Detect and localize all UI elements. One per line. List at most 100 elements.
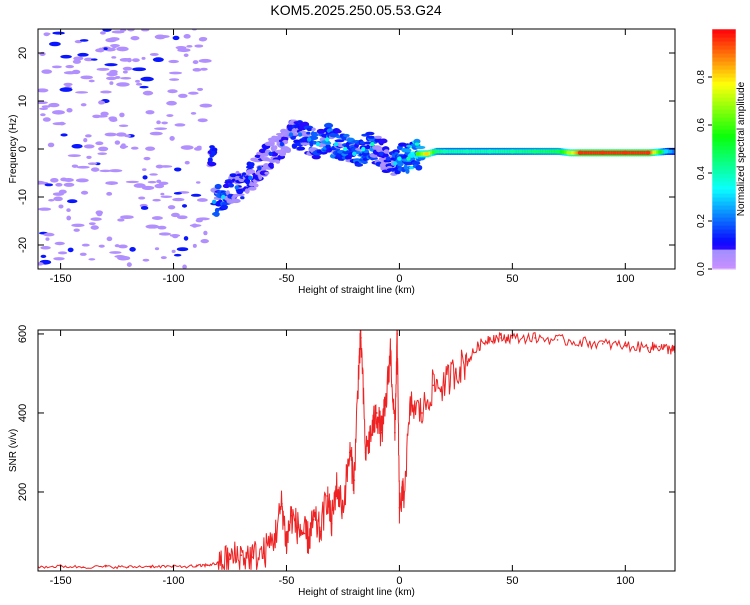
colorbar-segment bbox=[712, 117, 736, 122]
noise-speckle bbox=[90, 167, 100, 172]
colorbar-segment bbox=[712, 161, 736, 166]
spectral-blob bbox=[275, 159, 280, 164]
band-core bbox=[563, 150, 567, 155]
noise-speckle bbox=[171, 249, 176, 253]
noise-speckle bbox=[149, 173, 158, 176]
band-core bbox=[469, 149, 473, 154]
noise-speckle bbox=[52, 192, 65, 196]
noise-speckle bbox=[155, 164, 164, 169]
band-core bbox=[498, 149, 502, 154]
noise-speckle bbox=[65, 65, 74, 69]
trace-point bbox=[343, 146, 348, 152]
trace-point bbox=[288, 132, 294, 137]
band-core bbox=[531, 149, 534, 154]
noise-speckle bbox=[154, 247, 160, 251]
snr-x-tick-label: -100 bbox=[163, 575, 185, 587]
snr-data-point bbox=[274, 534, 276, 537]
noise-speckle bbox=[174, 123, 186, 127]
colorbar-segment bbox=[712, 29, 736, 34]
band-core bbox=[605, 150, 609, 155]
colorbar-segment bbox=[712, 157, 736, 162]
colorbar-segment bbox=[712, 165, 736, 170]
noise-speckle bbox=[132, 58, 140, 63]
noise-speckle bbox=[95, 141, 104, 146]
snr-data-point bbox=[330, 522, 333, 525]
band-core bbox=[636, 150, 639, 155]
noise-speckle bbox=[135, 82, 143, 86]
spectrogram-x-tick-label: 0 bbox=[396, 273, 402, 285]
snr-data-point bbox=[195, 565, 197, 568]
noise-speckle bbox=[109, 81, 114, 85]
noise-speckle bbox=[130, 35, 140, 41]
trace-point bbox=[385, 156, 391, 161]
noise-speckle bbox=[55, 182, 63, 187]
band-core bbox=[609, 150, 612, 155]
noise-speckle bbox=[111, 44, 118, 49]
colorbar-segment bbox=[712, 93, 736, 98]
trace-point bbox=[623, 150, 628, 156]
noise-speckle bbox=[145, 224, 160, 229]
noise-speckle bbox=[88, 79, 95, 83]
colorbar-segment bbox=[712, 129, 736, 134]
noise-speckle bbox=[40, 113, 46, 117]
noise-speckle bbox=[158, 232, 172, 236]
noise-speckle bbox=[60, 133, 68, 137]
snr-data-point bbox=[488, 337, 491, 339]
spectral-blob bbox=[240, 196, 245, 200]
spectral-blob bbox=[334, 129, 342, 134]
noise-speckle bbox=[63, 178, 74, 182]
band-core bbox=[621, 150, 625, 155]
spectral-blob bbox=[247, 186, 257, 191]
snr-data-point bbox=[477, 345, 480, 347]
noise-speckle bbox=[171, 212, 180, 218]
colorbar-segment bbox=[712, 77, 736, 82]
band-core bbox=[538, 149, 542, 154]
noise-speckle bbox=[109, 251, 122, 254]
noise-speckle bbox=[183, 34, 191, 39]
noise-speckle bbox=[41, 105, 51, 108]
band-core bbox=[457, 149, 460, 154]
noise-speckle bbox=[50, 177, 59, 183]
snr-data-point bbox=[389, 348, 392, 351]
snr-x-tick-label: 50 bbox=[506, 575, 518, 587]
snr-data-point bbox=[371, 427, 374, 430]
band-core bbox=[614, 150, 618, 155]
band-core bbox=[497, 149, 500, 154]
noise-speckle bbox=[125, 180, 139, 184]
snr-data-point bbox=[240, 554, 243, 556]
noise-speckle bbox=[88, 258, 96, 261]
colorbar-segment bbox=[712, 237, 736, 242]
spectral-blob bbox=[264, 171, 270, 175]
snr-data-point bbox=[398, 506, 401, 509]
noise-speckle bbox=[53, 196, 63, 202]
spectral-blob bbox=[309, 141, 314, 147]
trace-point bbox=[555, 149, 560, 154]
spectral-blob bbox=[273, 145, 278, 150]
spectral-blob bbox=[245, 169, 256, 175]
noise-speckle bbox=[120, 215, 134, 220]
noise-speckle bbox=[203, 230, 208, 236]
colorbar-segment bbox=[712, 265, 736, 270]
spectral-blob bbox=[343, 133, 350, 138]
snr-y-tick-label: 400 bbox=[17, 404, 29, 422]
colorbar-segment bbox=[712, 261, 736, 266]
noise-speckle bbox=[152, 198, 161, 202]
noise-speckle bbox=[184, 160, 190, 165]
noise-speckle bbox=[116, 46, 129, 52]
noise-speckle bbox=[190, 111, 197, 115]
noise-speckle bbox=[105, 181, 119, 185]
trace-point bbox=[672, 149, 675, 154]
snr-data-point bbox=[251, 556, 254, 558]
spectrogram-y-tick-label: 0 bbox=[17, 146, 29, 152]
spectral-blob bbox=[382, 153, 389, 158]
noise-speckle bbox=[151, 216, 163, 220]
noise-speckle bbox=[100, 31, 106, 35]
noise-speckle bbox=[39, 51, 46, 57]
snr-data-point bbox=[396, 333, 398, 335]
snr-data-point bbox=[290, 514, 292, 517]
noise-speckle bbox=[130, 146, 139, 150]
snr-series-line bbox=[38, 330, 675, 570]
snr-data-point bbox=[348, 451, 351, 454]
snr-data-point bbox=[394, 431, 396, 434]
